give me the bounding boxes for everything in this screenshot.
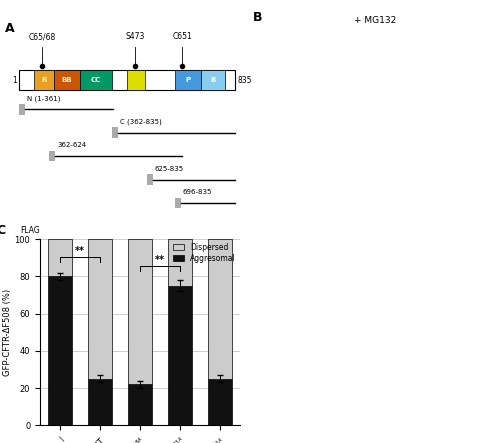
Bar [10,225,16,236]
Bar [48,239,72,276]
Text: S473: S473 [125,32,144,41]
Text: P: P [186,77,190,83]
Text: FLAG: FLAG [20,225,40,235]
Bar [168,239,192,286]
Text: **: ** [75,246,85,256]
Text: C65/68: C65/68 [28,32,56,41]
Text: 625-835: 625-835 [155,166,184,172]
Text: 362-624: 362-624 [58,142,86,148]
Bar [168,286,192,425]
Bar [19,104,25,115]
Bar [201,70,224,90]
Bar [54,70,80,90]
Bar [175,198,180,208]
Bar [128,70,144,90]
Text: R: R [42,77,47,83]
Text: 696-835: 696-835 [183,189,212,195]
Text: C (362-835): C (362-835) [120,118,162,125]
Text: **: ** [155,255,165,265]
Bar [88,379,112,425]
Text: C: C [0,224,5,237]
Bar [208,239,232,379]
Bar [175,70,201,90]
Text: B: B [210,77,216,83]
Y-axis label: Relative distribution of
GFP-CFTR-ΔF508 (%): Relative distribution of GFP-CFTR-ΔF508 … [0,284,12,380]
Text: 835: 835 [238,76,252,85]
Text: CC: CC [91,77,101,83]
Legend: Dispersed, Aggresomal: Dispersed, Aggresomal [173,243,236,263]
Bar [128,385,152,425]
Text: + MG132: + MG132 [354,16,396,24]
Text: B: B [252,11,262,24]
Bar [19,70,236,90]
Bar [50,151,55,162]
Bar [112,128,118,138]
Bar [48,276,72,425]
Bar [147,174,152,185]
Bar [208,379,232,425]
Text: 1: 1 [12,76,17,85]
Text: A: A [6,22,15,35]
Bar [80,70,112,90]
Bar [34,70,54,90]
Bar [88,239,112,379]
Bar [128,239,152,385]
Text: BB: BB [62,77,72,83]
Text: C651: C651 [172,32,193,41]
Text: N (1-361): N (1-361) [27,95,61,101]
